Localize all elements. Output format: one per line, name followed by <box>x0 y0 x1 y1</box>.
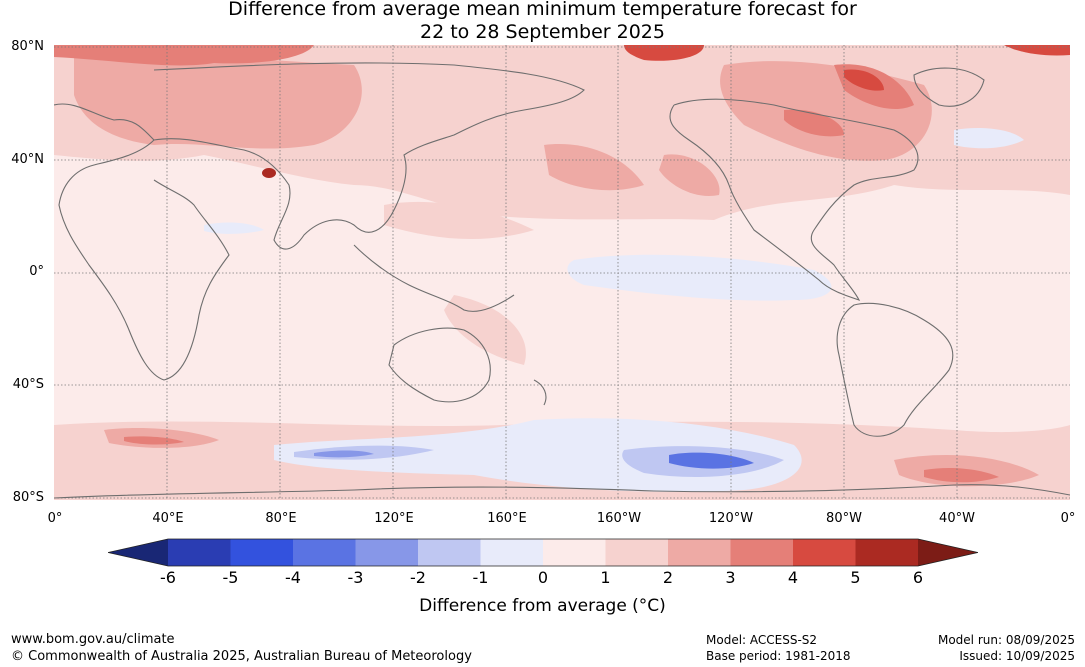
footer-dates: Model run: 08/09/2025 Issued: 10/09/2025 <box>938 632 1075 664</box>
anomaly-region-arctic-siberia <box>54 45 314 66</box>
anomaly-region-sw-pacific <box>444 295 526 365</box>
legend-swatch-3-to-4 <box>730 539 793 566</box>
legend-tick-4: 4 <box>787 568 799 587</box>
lon-label-160w: 160°W <box>596 511 642 526</box>
legend-swatch-above-6 <box>918 539 978 566</box>
legend-swatch-minus6-to-minus5 <box>168 539 231 566</box>
lon-label-0-right: 0° <box>1060 511 1076 526</box>
anomaly-region-nw-pacific <box>384 201 534 240</box>
coastline-africa-europe <box>54 103 230 381</box>
anomaly-region-ne-pacific <box>659 154 720 196</box>
map-title-line1: Difference from average mean minimum tem… <box>228 0 857 20</box>
lon-label-80e: 80°E <box>265 511 297 526</box>
legend-swatch-minus1-to-0 <box>480 539 543 566</box>
temperature-anomaly-map <box>54 45 1070 500</box>
lon-label-0-left: 0° <box>47 511 63 526</box>
lon-label-40e: 40°E <box>152 511 184 526</box>
lon-label-160e: 160°E <box>487 511 527 526</box>
legend-swatch-minus2-to-minus1 <box>418 539 481 566</box>
footer-base-period: Base period: 1981-2018 <box>706 649 851 663</box>
anomaly-region-south-indian-core <box>124 436 184 445</box>
footer-issued: Issued: 10/09/2025 <box>959 649 1075 663</box>
anomaly-region-north-atlantic-cool <box>954 128 1024 149</box>
legend-tick-minus5: -5 <box>222 568 239 587</box>
legend-tick-3: 3 <box>725 568 736 587</box>
legend-swatch-0-to-1 <box>543 539 606 566</box>
legend-tick-minus3: -3 <box>347 568 364 587</box>
legend-tick-0: 0 <box>537 568 549 587</box>
legend-swatch-minus4-to-minus3 <box>293 539 356 566</box>
anomaly-region-south-atlantic-core <box>924 467 999 483</box>
legend-swatch-minus3-to-minus2 <box>355 539 418 566</box>
lat-label-80n: 80°N <box>11 39 44 54</box>
legend-tick-6: 6 <box>912 568 924 587</box>
legend-tick-minus6: -6 <box>160 568 176 587</box>
legend-swatch-1-to-2 <box>605 539 668 566</box>
lat-label-40s: 40°S <box>12 377 44 392</box>
anomaly-region-north-pacific <box>544 144 644 191</box>
colour-bar-legend <box>108 538 978 567</box>
lon-label-120e: 120°E <box>374 511 414 526</box>
footer-model-run: Model run: 08/09/2025 <box>937 633 1075 647</box>
legend-swatch-4-to-5 <box>793 539 856 566</box>
legend-tick-1: 1 <box>600 568 611 587</box>
legend-tick-2: 2 <box>662 568 674 587</box>
legend-tick-minus4: -4 <box>285 568 301 587</box>
coastline-north-america <box>669 98 919 301</box>
anomaly-region-bering-hotspot <box>624 45 704 61</box>
anomaly-region-arctic-archipelago-hotspot <box>844 69 884 91</box>
lat-label-0: 0° <box>29 264 44 279</box>
footer-model: Model: ACCESS-S2 <box>706 633 818 647</box>
legend-title: Difference from average (°C) <box>419 596 666 616</box>
anomaly-region-indian-cool <box>204 222 264 234</box>
legend-swatch-2-to-3 <box>668 539 731 566</box>
anomaly-region-greenland-hotspot <box>1004 45 1070 56</box>
coastline-maritime-asia <box>353 244 515 312</box>
coastline-south-america <box>836 302 954 437</box>
lat-label-80s: 80°S <box>12 490 44 505</box>
legend-swatch-minus5-to-minus4 <box>230 539 293 566</box>
lat-label-40n: 40°N <box>11 152 44 167</box>
lon-label-80w: 80°W <box>826 511 862 526</box>
footer-left: www.bom.gov.au/climate © Commonwealth of… <box>11 631 472 665</box>
coastline-asia <box>153 62 585 250</box>
anomaly-region-hudson-bay <box>784 109 844 137</box>
footer-website-link[interactable]: www.bom.gov.au/climate <box>11 632 175 647</box>
map-title-line2: 22 to 28 September 2025 <box>420 21 665 43</box>
legend-tick-minus1: -1 <box>472 568 489 587</box>
legend-swatch-5-to-6 <box>855 539 918 566</box>
footer-copyright: © Commonwealth of Australia 2025, Austra… <box>11 649 472 664</box>
lon-label-120w: 120°W <box>708 511 754 526</box>
coastline-australia <box>388 327 491 403</box>
lon-label-40w: 40°W <box>939 511 975 526</box>
anomaly-region-southern-ocean-cool-core <box>669 452 754 469</box>
coastline-new-zealand <box>533 379 547 406</box>
anomaly-region-himalaya-hotspot <box>262 168 276 178</box>
coastlines <box>54 62 1070 499</box>
legend-tick-minus2: -2 <box>410 568 426 587</box>
legend-swatch-below-minus6 <box>108 539 168 566</box>
anomaly-region-southern-ocean-cool-core-2 <box>314 450 374 458</box>
anomaly-region-equatorial-pacific-cool <box>567 254 832 301</box>
legend-tick-5: 5 <box>850 568 861 587</box>
coastline-greenland <box>913 67 985 107</box>
graticule <box>54 45 1070 500</box>
anomaly-region-eurasia <box>74 53 362 149</box>
footer-model-info: Model: ACCESS-S2 Base period: 1981-2018 <box>706 632 851 664</box>
coastline-antarctica <box>54 484 1070 499</box>
